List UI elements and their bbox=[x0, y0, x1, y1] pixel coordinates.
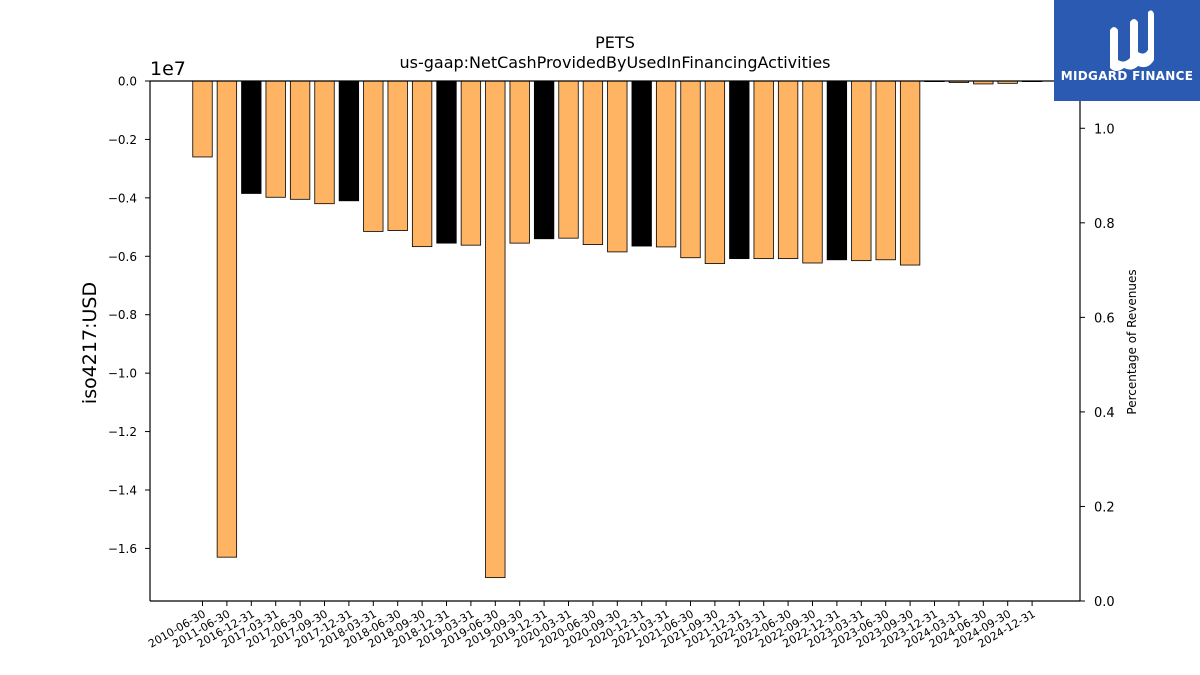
bar bbox=[875, 80, 896, 261]
y-right-tick-label: 0.2 bbox=[1094, 500, 1115, 515]
bar bbox=[509, 80, 530, 244]
bar bbox=[899, 80, 921, 266]
y-tick-label: −0.8 bbox=[108, 308, 137, 322]
y-tick-label: −1.2 bbox=[108, 425, 137, 439]
y-right-tick-label: 1.0 bbox=[1094, 122, 1115, 137]
bar bbox=[265, 80, 286, 198]
bar bbox=[607, 80, 628, 253]
bar bbox=[631, 80, 652, 247]
bar bbox=[558, 80, 579, 239]
bar bbox=[436, 80, 457, 244]
y-right-tick-label: 0.8 bbox=[1094, 217, 1115, 232]
y-right-tick-label: 0.6 bbox=[1094, 311, 1115, 326]
y-axis-right-ticks: 0.0 0.2 0.4 0.6 0.8 1.0 bbox=[1080, 122, 1115, 610]
y-axis-ticks: 0.0 −0.2 −0.4 −0.6 −0.8 −1.0 −1.2 −1.4 −1.6 bbox=[108, 75, 150, 556]
bar bbox=[485, 80, 506, 579]
midgard-logo-icon bbox=[1110, 10, 1154, 71]
y-tick-label: −1.6 bbox=[108, 542, 137, 556]
y-tick-label: 0.0 bbox=[118, 75, 137, 89]
logo: MIDGARD FINANCE bbox=[1054, 0, 1200, 101]
bar bbox=[851, 80, 872, 262]
bar bbox=[387, 80, 408, 231]
bar bbox=[192, 80, 213, 158]
y-tick-label: −1.0 bbox=[108, 367, 137, 381]
bar bbox=[826, 80, 848, 261]
bar bbox=[363, 80, 384, 232]
bar bbox=[802, 80, 823, 264]
bar bbox=[777, 80, 799, 260]
y-tick-label: −0.2 bbox=[108, 133, 137, 147]
chart-subtitle: us-gaap:NetCashProvidedByUsedInFinancing… bbox=[399, 53, 830, 72]
y-axis-right-label: Percentage of Revenues bbox=[1125, 269, 1139, 414]
bar bbox=[241, 80, 262, 194]
y-right-tick-label: 0.0 bbox=[1094, 595, 1115, 610]
bar bbox=[338, 80, 360, 202]
y-tick-label: −0.4 bbox=[108, 191, 137, 205]
y-axis-label: iso4217:USD bbox=[79, 282, 101, 404]
bar bbox=[753, 80, 774, 260]
y-offset-label: 1e7 bbox=[150, 58, 186, 80]
bar bbox=[533, 80, 555, 240]
bar bbox=[582, 80, 604, 246]
bar bbox=[411, 80, 433, 248]
bar bbox=[704, 80, 726, 264]
y-right-tick-label: 0.4 bbox=[1094, 406, 1115, 421]
bar bbox=[680, 80, 701, 259]
bar bbox=[216, 80, 238, 558]
y-tick-label: −0.6 bbox=[108, 250, 137, 264]
bar bbox=[655, 80, 677, 248]
bars-group bbox=[192, 80, 1043, 579]
chart-title: PETS bbox=[595, 33, 635, 52]
y-tick-label: −1.4 bbox=[108, 483, 137, 497]
bar bbox=[289, 80, 311, 200]
logo-text: MIDGARD FINANCE bbox=[1060, 69, 1194, 83]
bar bbox=[314, 80, 335, 205]
bar bbox=[460, 80, 482, 246]
bar bbox=[729, 80, 750, 260]
x-axis-ticks: 2010-06-302011-06-302016-12-312017-03-31… bbox=[146, 601, 1038, 651]
